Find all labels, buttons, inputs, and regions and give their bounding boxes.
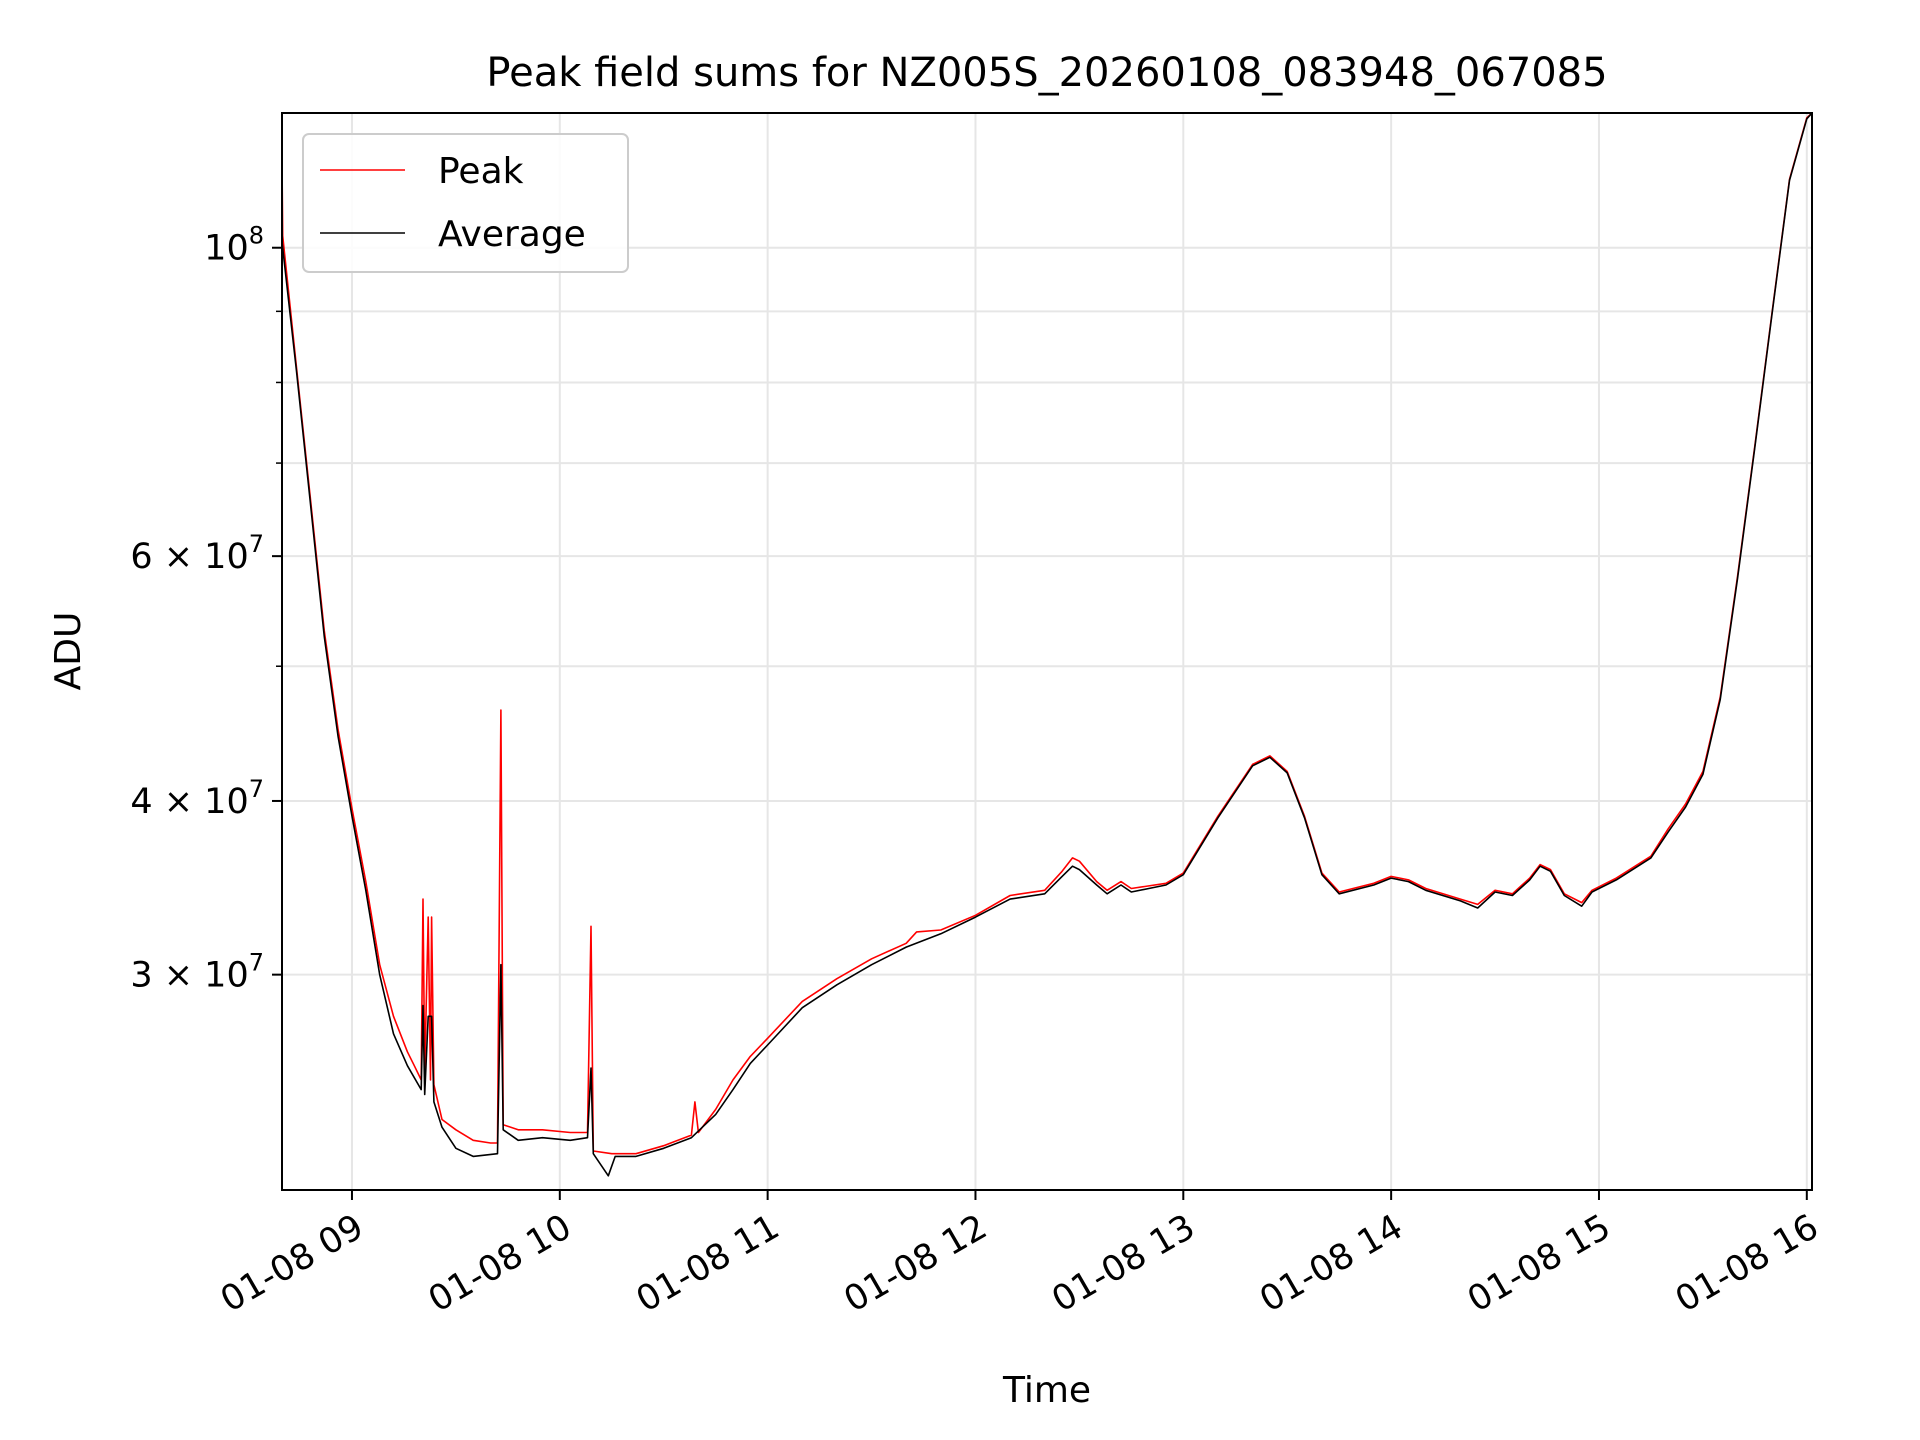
y-tick-base: 10 xyxy=(204,782,249,822)
series-line-average xyxy=(282,113,1812,1177)
legend-label-average: Average xyxy=(438,214,586,255)
y-tick-base: 10 xyxy=(204,956,249,996)
y-tick-label: 108 xyxy=(204,222,264,269)
y-tick-label: 6 × 107 xyxy=(130,530,264,577)
grid xyxy=(282,113,1812,1190)
y-tick-label: 4 × 107 xyxy=(130,775,264,822)
legend-box xyxy=(302,133,629,273)
y-tick-exponent: 7 xyxy=(249,775,264,803)
y-tick-mantissa: 6 × xyxy=(130,537,204,577)
chart-title: Peak field sums for NZ005S_20260108_0839… xyxy=(486,50,1607,96)
legend: Peak Average xyxy=(302,133,629,273)
y-tick-mantissa: 3 × xyxy=(130,956,204,996)
y-tick-label: 3 × 107 xyxy=(130,949,264,996)
y-tick-exponent: 7 xyxy=(249,949,264,977)
y-axis-label: ADU xyxy=(48,612,89,691)
y-tick-mantissa: 4 × xyxy=(130,782,204,822)
y-tick-exponent: 8 xyxy=(249,222,264,250)
legend-label-peak: Peak xyxy=(438,151,524,192)
y-tick-base: 10 xyxy=(204,229,249,269)
y-tick-exponent: 7 xyxy=(249,530,264,558)
series-layer xyxy=(282,113,1812,1177)
series-line-peak xyxy=(282,113,1812,1155)
x-axis-label: Time xyxy=(1002,1370,1091,1411)
plot-frame xyxy=(281,112,1813,1191)
y-tick-base: 10 xyxy=(204,537,249,577)
